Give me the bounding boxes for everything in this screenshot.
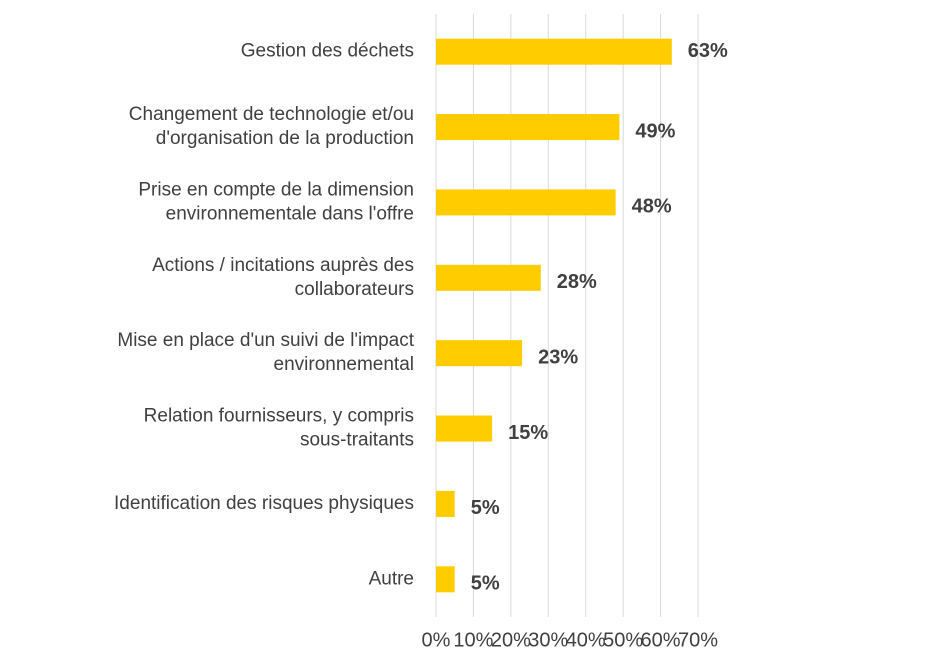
category-label: Actions / incitations auprès des collabor… xyxy=(152,255,414,300)
value-label: 23% xyxy=(538,346,578,368)
x-tick-label: 40% xyxy=(566,629,606,651)
bar xyxy=(436,38,672,65)
x-tick-label: 0% xyxy=(422,629,451,651)
value-label: 5% xyxy=(471,573,500,595)
bar xyxy=(436,490,455,517)
category-label: Changement de technologie et/ou d'organis… xyxy=(129,104,414,149)
value-label: 28% xyxy=(557,271,597,293)
x-tick-label: 70% xyxy=(678,629,718,651)
category-label: Prise en compte de la dimension environne… xyxy=(138,179,414,224)
category-label: Gestion des déchets xyxy=(241,41,414,62)
value-label: 49% xyxy=(635,120,675,142)
bar xyxy=(436,566,455,593)
value-label: 63% xyxy=(688,40,728,62)
value-label: 48% xyxy=(632,196,672,218)
bar xyxy=(436,264,541,291)
bar xyxy=(436,189,616,216)
category-label: Relation fournisseurs, y compris sous-tra… xyxy=(144,406,414,451)
x-tick-label: 20% xyxy=(491,629,531,651)
x-tick-label: 60% xyxy=(641,629,681,651)
value-label: 15% xyxy=(508,422,548,444)
category-label: Autre xyxy=(369,568,414,589)
bar xyxy=(436,415,493,442)
bar xyxy=(436,340,523,367)
x-tick-label: 10% xyxy=(453,629,493,651)
x-tick-label: 30% xyxy=(528,629,568,651)
category-label: Identification des risques physiques xyxy=(114,493,414,514)
category-label: Mise en place d'un suivi de l'impact envi… xyxy=(117,330,414,375)
bar xyxy=(436,114,620,141)
x-tick-label: 50% xyxy=(603,629,643,651)
value-label: 5% xyxy=(471,497,500,519)
